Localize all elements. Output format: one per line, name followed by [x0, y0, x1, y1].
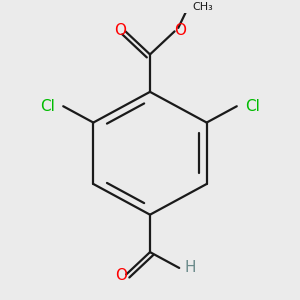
- Text: O: O: [115, 268, 127, 283]
- Text: O: O: [114, 23, 126, 38]
- Text: H: H: [184, 260, 196, 275]
- Text: O: O: [174, 23, 186, 38]
- Text: Cl: Cl: [245, 99, 260, 114]
- Text: Cl: Cl: [40, 99, 55, 114]
- Text: CH₃: CH₃: [192, 2, 213, 11]
